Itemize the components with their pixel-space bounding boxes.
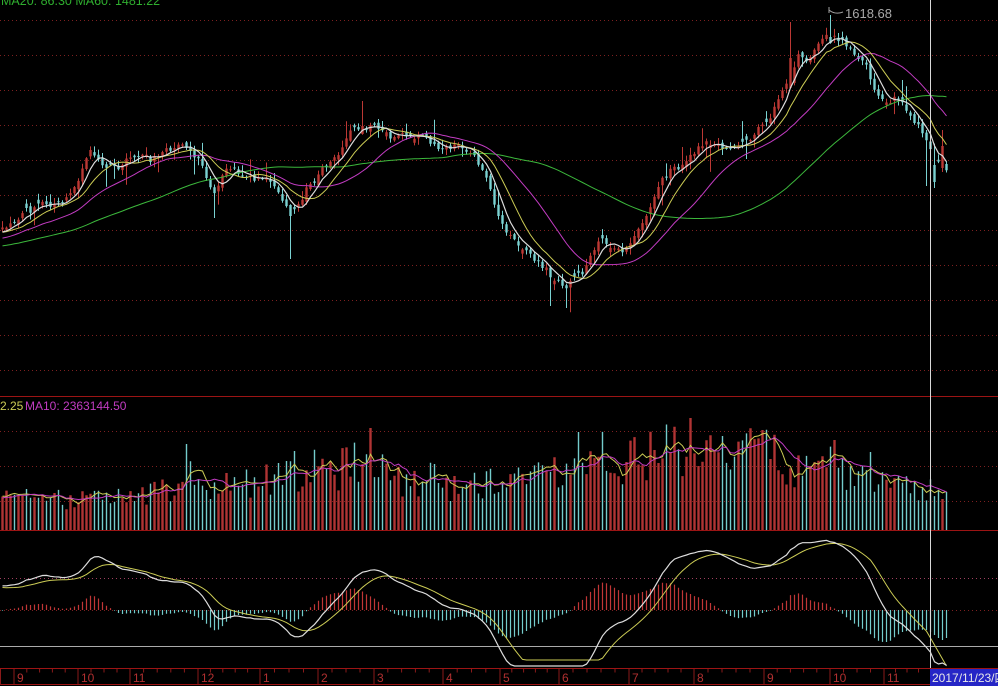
- svg-text:2: 2: [321, 671, 328, 685]
- svg-text:MA20: 86.30 MA60: 1481.22: MA20: 86.30 MA60: 1481.22: [1, 0, 160, 8]
- svg-text:9: 9: [17, 671, 24, 685]
- svg-text:9: 9: [767, 671, 774, 685]
- svg-text:8: 8: [697, 671, 704, 685]
- svg-text:5: 5: [503, 671, 510, 685]
- svg-text:4: 4: [446, 671, 453, 685]
- svg-text:1: 1: [263, 671, 270, 685]
- svg-text:6: 6: [562, 671, 569, 685]
- svg-text:3: 3: [377, 671, 384, 685]
- svg-text:2.25: 2.25: [0, 399, 24, 413]
- svg-text:10: 10: [833, 671, 847, 685]
- svg-text:11: 11: [133, 671, 146, 685]
- svg-text:11: 11: [887, 671, 900, 685]
- svg-text:7: 7: [632, 671, 639, 685]
- svg-text:MA10: 2363144.50: MA10: 2363144.50: [25, 399, 127, 413]
- svg-text:1618.68: 1618.68: [845, 6, 892, 21]
- svg-text:2017/11/23/四: 2017/11/23/四: [932, 671, 998, 685]
- svg-text:12: 12: [201, 671, 215, 685]
- svg-text:10: 10: [81, 671, 95, 685]
